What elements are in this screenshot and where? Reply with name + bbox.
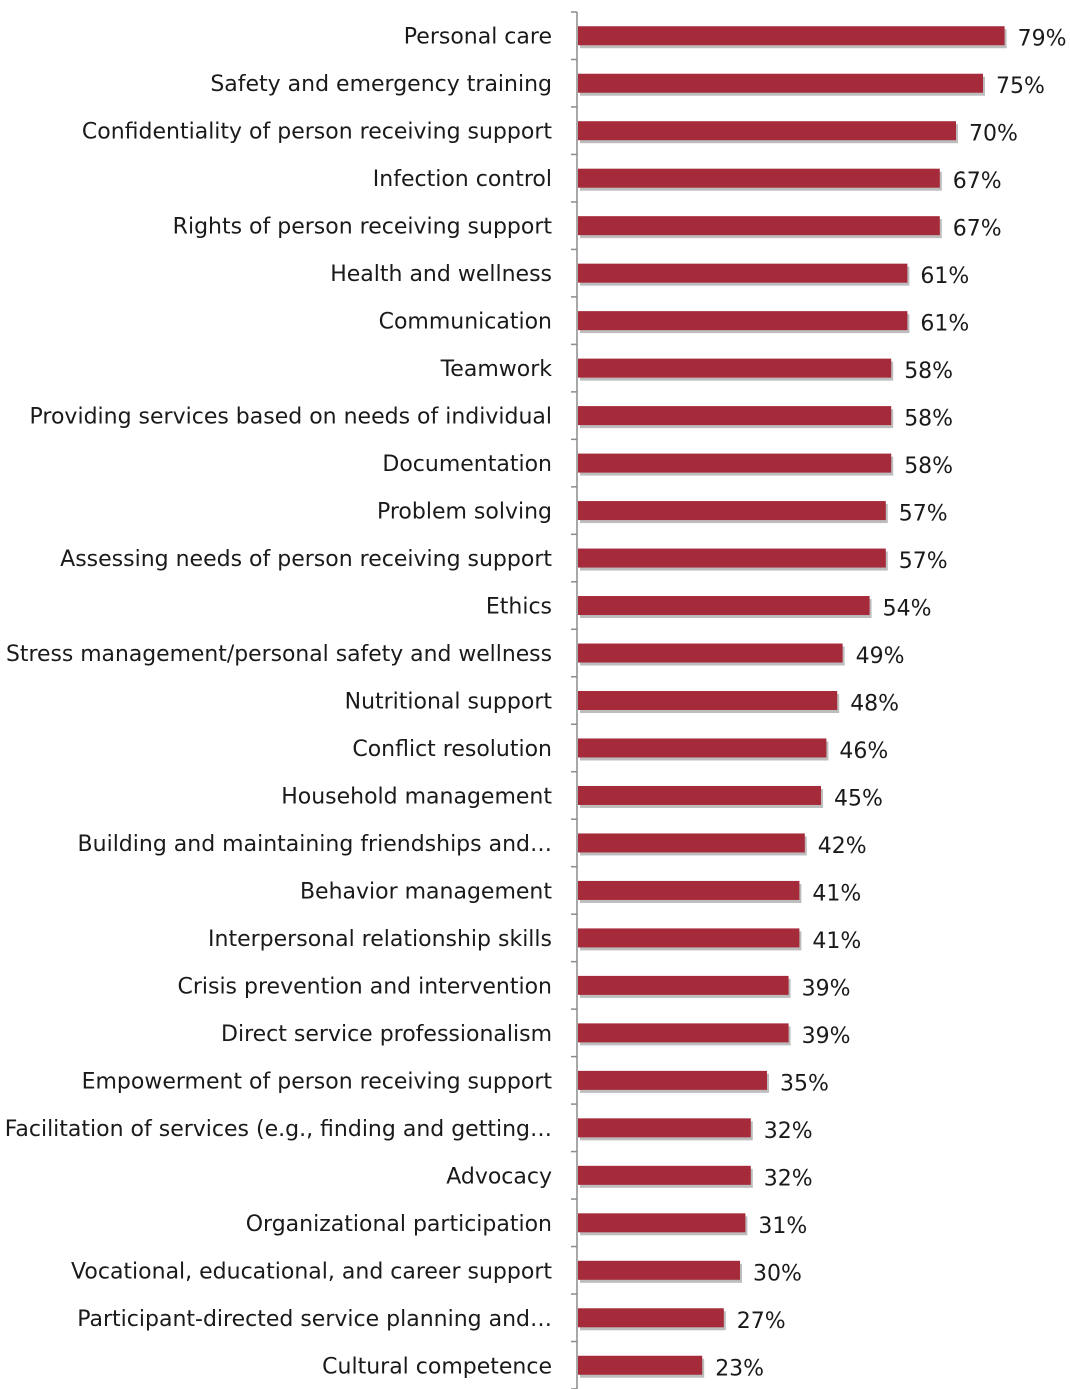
bar [578, 833, 805, 853]
bar [578, 596, 870, 616]
bar [578, 168, 940, 188]
bar [578, 1355, 703, 1375]
bar [578, 785, 821, 805]
bar [578, 1023, 789, 1043]
value-labels: 79% 75% 70% 67% 67% 61% 61% 58% 58% 58% 57% 57% 54% 4… [715, 27, 1066, 1382]
value-label: 32% [764, 1166, 813, 1191]
bar [578, 738, 827, 758]
bar [578, 1165, 751, 1185]
category-label: Building and maintaining friendships and… [78, 832, 552, 857]
category-label: Household management [281, 784, 552, 809]
bar [578, 311, 908, 331]
bars [578, 26, 1007, 1378]
bar [578, 1213, 746, 1233]
category-label: Crisis prevention and intervention [177, 974, 552, 999]
axis-ticks [571, 11, 577, 1389]
bar [578, 928, 800, 948]
value-label: 23% [715, 1356, 764, 1381]
category-label: Confidentiality of person receiving supp… [82, 120, 552, 145]
value-label: 58% [904, 359, 953, 384]
category-label: Problem solving [377, 500, 552, 525]
value-label: 45% [834, 786, 883, 811]
bar [578, 453, 892, 473]
value-label: 39% [802, 976, 851, 1001]
category-label: Nutritional support [345, 690, 553, 715]
value-label: 49% [856, 644, 905, 669]
bar [578, 691, 838, 710]
bar [578, 263, 908, 283]
category-label: Ethics [486, 595, 552, 620]
value-label: 57% [899, 549, 948, 574]
category-label: Teamwork [440, 357, 553, 382]
value-label: 31% [758, 1214, 807, 1239]
bar [578, 216, 940, 236]
category-label: Personal care [404, 25, 552, 50]
value-label: 67% [953, 217, 1002, 242]
value-label: 48% [850, 692, 899, 717]
value-label: 27% [737, 1309, 786, 1334]
category-label: Conflict resolution [352, 737, 552, 762]
bar [578, 1118, 751, 1138]
category-label: Communication [379, 310, 552, 335]
category-label: Rights of person receiving support [173, 215, 553, 240]
value-label: 46% [839, 739, 888, 764]
value-label: 42% [818, 834, 867, 859]
bar [578, 1070, 767, 1090]
bar [578, 358, 892, 378]
category-label: Providing services based on needs of ind… [30, 405, 552, 430]
value-label: 35% [780, 1071, 829, 1096]
value-label: 41% [812, 929, 861, 954]
category-label: Advocacy [446, 1164, 552, 1189]
value-label: 41% [812, 881, 861, 906]
category-label: Empowerment of person receiving support [82, 1069, 553, 1094]
value-label: 58% [904, 454, 953, 479]
bar [578, 121, 956, 141]
category-label: Infection control [373, 167, 552, 192]
category-label: Vocational, educational, and career supp… [71, 1259, 552, 1284]
bar [578, 1308, 724, 1328]
bar [578, 975, 789, 995]
value-label: 79% [1018, 27, 1067, 52]
category-label: Interpersonal relationship skills [208, 927, 552, 952]
category-label: Documentation [382, 452, 552, 477]
value-label: 32% [764, 1119, 813, 1144]
category-label: Safety and emergency training [210, 72, 552, 97]
bar [578, 1260, 740, 1280]
bar [578, 26, 1005, 46]
category-label: Health and wellness [330, 262, 552, 287]
value-label: 57% [899, 502, 948, 527]
value-label: 61% [920, 264, 969, 289]
bar [578, 880, 800, 900]
value-label: 75% [996, 74, 1045, 99]
bar [578, 643, 843, 663]
value-label: 39% [802, 1024, 851, 1049]
value-label: 67% [953, 169, 1002, 194]
bar [578, 406, 892, 426]
category-labels: Personal care Safety and emergency traini… [5, 25, 553, 1380]
category-label: Assessing needs of person receiving supp… [60, 547, 552, 572]
value-label: 30% [753, 1261, 802, 1286]
value-label: 61% [920, 312, 969, 337]
category-label: Participant-directed service planning an… [77, 1307, 552, 1332]
category-label: Organizational participation [246, 1212, 552, 1237]
category-label: Cultural competence [322, 1354, 552, 1379]
value-label: 58% [904, 407, 953, 432]
value-label: 54% [883, 597, 932, 622]
category-label: Behavior management [300, 879, 552, 904]
value-label: 70% [969, 122, 1018, 147]
bar [578, 73, 983, 93]
category-label: Stress management/personal safety and we… [6, 642, 552, 667]
bar [578, 548, 886, 568]
category-label: Facilitation of services (e.g., finding … [5, 1117, 552, 1142]
bar [578, 501, 886, 521]
category-label: Direct service professionalism [221, 1022, 552, 1047]
